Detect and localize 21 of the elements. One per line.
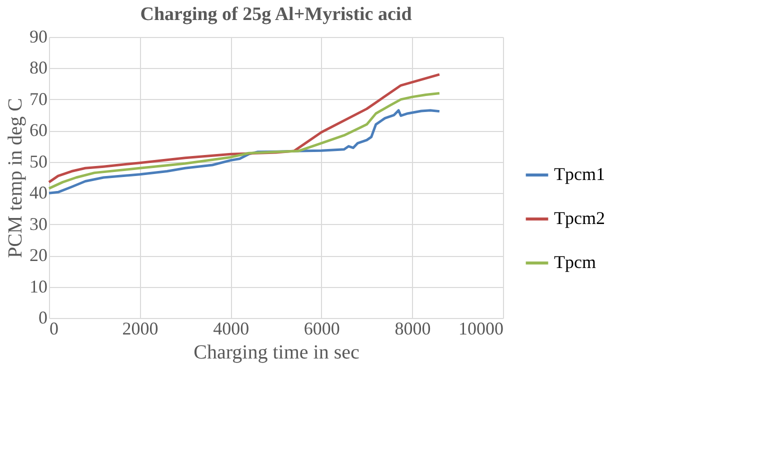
y-tick-label: 30 <box>30 214 48 234</box>
x-tick-label: 4000 <box>213 318 250 338</box>
legend-label: Tpcm <box>554 252 596 272</box>
y-tick-label: 50 <box>30 151 48 172</box>
y-tick-label: 20 <box>30 245 48 266</box>
line-series <box>48 92 441 190</box>
legend-label: Tpcm2 <box>554 208 605 228</box>
y-tick-label: 10 <box>30 276 48 296</box>
x-tick-label: 8000 <box>394 318 431 338</box>
x-tick-label: 10000 <box>458 318 504 338</box>
y-axis-title: PCM temp in deg C <box>4 98 26 258</box>
y-tick-label: 80 <box>30 58 48 78</box>
x-axis-title: Charging time in sec <box>194 342 360 364</box>
y-tick-label: 60 <box>30 120 48 140</box>
x-tick-label: 6000 <box>304 318 340 338</box>
x-tick-label: 2000 <box>122 318 158 338</box>
y-tick-label: 90 <box>30 26 48 46</box>
y-tick-label: 70 <box>30 88 48 109</box>
legend-label: Tpcm1 <box>554 164 605 184</box>
y-tick-label: 40 <box>30 182 48 203</box>
chart-title: Charging of 25g Al+Myristic acid <box>140 4 412 25</box>
